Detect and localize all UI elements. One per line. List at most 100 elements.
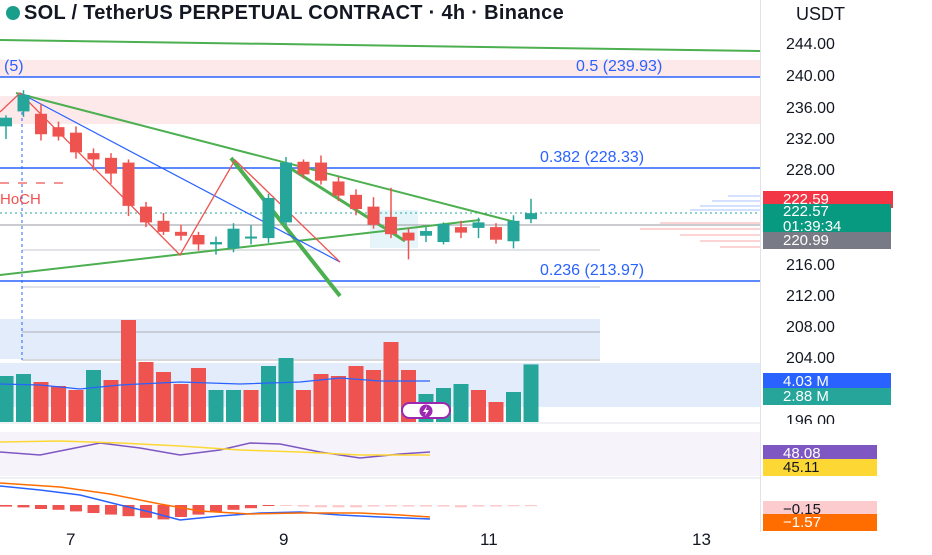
candle-body[interactable] xyxy=(0,117,12,127)
currency-label[interactable]: USDT xyxy=(796,4,845,24)
candle-body[interactable] xyxy=(262,197,275,239)
volume-bar[interactable] xyxy=(33,382,49,422)
volume-bar[interactable] xyxy=(523,364,539,422)
macd-bar xyxy=(437,505,450,507)
volume-badge[interactable]: 2.88 M xyxy=(763,388,891,405)
price-tick: 244.00 xyxy=(786,36,835,53)
volume-bar[interactable] xyxy=(348,366,364,422)
candle-body[interactable] xyxy=(157,220,170,232)
volume-bar[interactable] xyxy=(313,374,329,422)
volume-bar[interactable] xyxy=(191,368,206,422)
chart-title[interactable]: SOL / TetherUS PERPETUAL CONTRACT · 4h ·… xyxy=(6,2,760,28)
macd-signal-line xyxy=(0,482,431,518)
macd-badge[interactable]: −0.15 xyxy=(763,501,877,518)
volume-bar[interactable] xyxy=(68,390,84,422)
channel-line-blue[interactable] xyxy=(19,92,341,263)
volume-bar[interactable] xyxy=(506,392,521,422)
candle-body[interactable] xyxy=(70,132,82,153)
volume-bar[interactable] xyxy=(331,376,346,422)
candle-body[interactable] xyxy=(455,227,467,233)
volume-bar[interactable] xyxy=(366,370,381,422)
volume-bar[interactable] xyxy=(156,372,171,422)
candle-body[interactable] xyxy=(192,234,205,245)
volume-bar[interactable] xyxy=(86,370,101,422)
price-tick: 232.00 xyxy=(786,131,835,148)
candle-body[interactable] xyxy=(472,222,485,228)
rsi-badge[interactable]: 48.08 xyxy=(763,445,877,462)
candle-body[interactable] xyxy=(17,94,30,112)
candle-body[interactable] xyxy=(297,161,310,175)
candle-body[interactable] xyxy=(507,220,520,242)
ma-period-label: (5) xyxy=(4,58,24,75)
volume-bar[interactable] xyxy=(488,402,504,422)
candle-body[interactable] xyxy=(420,231,432,236)
fib-label-0-236[interactable]: 0.236 (213.97) xyxy=(540,262,645,279)
live-status-dot xyxy=(6,6,20,20)
rsi-ma-badge[interactable]: 45.11 xyxy=(763,459,877,476)
zigzag-pattern xyxy=(0,92,341,263)
volume-bar[interactable] xyxy=(0,376,14,422)
volume-bar[interactable] xyxy=(173,384,189,422)
volume-bar[interactable] xyxy=(471,390,486,422)
volume-bar[interactable] xyxy=(51,386,66,422)
fib-label-0-5[interactable]: 0.5 (239.93) xyxy=(576,58,663,75)
volume-bar[interactable] xyxy=(16,374,31,422)
candle-body[interactable] xyxy=(437,223,450,243)
candle-body[interactable] xyxy=(280,162,292,223)
descending-trendline-top[interactable] xyxy=(0,39,761,52)
candle-body[interactable] xyxy=(332,181,345,196)
candle-body[interactable] xyxy=(87,153,100,160)
volume-bar[interactable] xyxy=(208,390,224,422)
volume-bar[interactable] xyxy=(261,366,276,422)
price-axis-separator xyxy=(760,0,761,532)
volume-bar[interactable] xyxy=(103,380,119,422)
macd-signal-badge[interactable]: −1.57 xyxy=(763,514,877,531)
volume-bar[interactable] xyxy=(138,362,154,422)
candle-body[interactable] xyxy=(210,242,222,245)
candle-body[interactable] xyxy=(175,231,187,236)
candle-body[interactable] xyxy=(105,157,117,174)
candle-body[interactable] xyxy=(315,162,327,181)
last-price-badge[interactable]: 222.57 01:39:34 xyxy=(763,204,891,234)
macd-line xyxy=(0,485,431,521)
descending-resistance-line[interactable] xyxy=(15,92,516,223)
candle-body[interactable] xyxy=(122,162,135,206)
fib-label-0-382[interactable]: 0.382 (228.33) xyxy=(540,149,645,166)
candle-body[interactable] xyxy=(227,228,240,249)
demand-zone xyxy=(0,319,600,359)
candle-body[interactable] xyxy=(490,227,502,240)
volume-bar[interactable] xyxy=(121,320,136,422)
candle-body[interactable] xyxy=(35,113,47,135)
candle-body[interactable] xyxy=(385,216,397,235)
volume-bar[interactable] xyxy=(383,342,399,422)
steep-trendline[interactable] xyxy=(229,156,342,298)
volume-bar[interactable] xyxy=(278,358,294,422)
macd-bar xyxy=(507,505,520,507)
rsi-pane-bg xyxy=(0,432,760,476)
volume-bar[interactable] xyxy=(453,384,469,422)
macd-bar xyxy=(455,505,467,508)
volume-bar[interactable] xyxy=(226,390,241,422)
rising-support-line[interactable] xyxy=(0,219,481,276)
candle-body[interactable] xyxy=(140,206,152,223)
macd-bar xyxy=(490,505,502,507)
candle-body[interactable] xyxy=(350,194,362,210)
candle-body[interactable] xyxy=(367,206,380,225)
macd-bar xyxy=(70,505,82,512)
candle-body[interactable] xyxy=(402,232,415,241)
support-price-badge[interactable]: 220.99 xyxy=(763,232,891,249)
high-price-badge[interactable]: 222.59 xyxy=(763,191,893,208)
candle-body[interactable] xyxy=(525,213,537,220)
price-tick: 216.00 xyxy=(786,257,835,274)
wedge-upper-line[interactable] xyxy=(281,161,406,243)
lightning-button[interactable] xyxy=(401,402,451,419)
candle-body[interactable] xyxy=(52,127,65,137)
price-tick: 208.00 xyxy=(786,319,835,336)
volume-bar[interactable] xyxy=(243,390,259,422)
volume-ma-badge[interactable]: 4.03 M xyxy=(763,373,891,390)
rsi-ma-line xyxy=(0,440,430,456)
volume-bar[interactable] xyxy=(296,390,311,422)
candle-body[interactable] xyxy=(245,236,257,239)
